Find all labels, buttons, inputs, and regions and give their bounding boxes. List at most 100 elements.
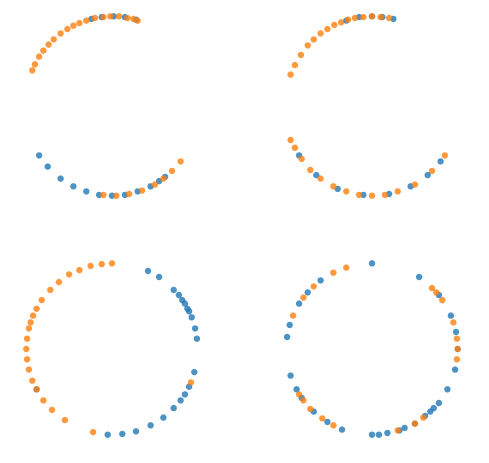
scatter-point-orange [355, 191, 363, 199]
scatter-point-orange [295, 391, 303, 398]
scatter-point-blue [444, 386, 451, 393]
scatter-point-blue [160, 414, 167, 421]
scatter-point-orange [453, 356, 461, 363]
scatter-point-orange [57, 30, 64, 37]
scatter-point-orange [23, 345, 30, 353]
scatter-point-blue [368, 260, 376, 267]
scatter-point-orange [40, 397, 47, 404]
scatter-panel-middle-left [35, 152, 184, 199]
scatter-point-blue [185, 308, 193, 315]
scatter-point-orange [319, 415, 326, 422]
scatter-point-orange [433, 289, 440, 296]
scatter-point-orange [317, 30, 324, 37]
scatter-point-orange [83, 17, 90, 24]
scatter-point-orange [108, 260, 116, 267]
scatter-point-blue [283, 333, 291, 341]
scatter-point-orange [45, 41, 52, 48]
scatter-point-orange [124, 14, 131, 22]
scatter-point-blue [415, 273, 423, 281]
scatter-point-orange [107, 13, 114, 20]
scatter-point-blue [430, 404, 437, 412]
scatter-point-orange [441, 152, 449, 159]
scatter-point-blue [83, 188, 90, 195]
scatter-point-blue [104, 431, 111, 438]
scatter-point-orange [70, 22, 77, 29]
scatter-point-orange [330, 422, 337, 429]
scatter-point-blue [181, 300, 189, 307]
scatter-point-orange [307, 405, 314, 413]
scatter-point-blue [451, 366, 459, 373]
scatter-point-orange [91, 14, 99, 22]
scatter-panel-bottom-right [283, 260, 461, 438]
scatter-point-blue [324, 418, 331, 426]
scatter-point-blue [401, 424, 408, 432]
scatter-panel-bottom-left [23, 260, 201, 438]
scatter-point-blue [375, 431, 383, 438]
scatter-point-orange [377, 13, 384, 21]
scatter-point-orange [23, 356, 31, 363]
scatter-point-orange [394, 427, 401, 434]
scatter-point-orange [304, 42, 311, 49]
scatter-point-blue [191, 325, 199, 332]
scatter-point-orange [324, 25, 331, 33]
scatter-point-orange [65, 271, 73, 278]
scatter-point-orange [76, 266, 83, 274]
scatter-point-orange [33, 305, 40, 312]
scatter-point-orange [381, 191, 389, 199]
scatter-panel-middle-right [287, 136, 449, 199]
scatter-point-blue [435, 399, 443, 407]
scatter-point-orange [411, 420, 419, 427]
scatter-point-orange [368, 192, 376, 199]
scatter-point-blue [384, 429, 391, 437]
scatter-point-orange [98, 260, 105, 268]
scatter-point-orange [420, 414, 427, 421]
scatter-point-orange [307, 166, 314, 174]
scatter-point-orange [50, 36, 57, 43]
scatter-point-blue [155, 273, 163, 281]
scatter-point-blue [424, 171, 431, 179]
scatter-point-blue [132, 428, 140, 435]
scatter-point-orange [317, 175, 324, 182]
scatter-point-orange [177, 158, 184, 165]
scatter-point-orange [27, 319, 34, 326]
scatter-point-orange [125, 190, 133, 198]
scatter-point-orange [291, 144, 299, 151]
scatter-point-orange [453, 335, 461, 342]
scatter-point-orange [160, 175, 167, 182]
scatter-point-orange [450, 319, 457, 326]
scatter-point-orange [454, 345, 461, 353]
scatter-point-orange [100, 191, 107, 199]
scatter-point-orange [47, 286, 54, 294]
scatter-point-orange [291, 61, 299, 69]
scatter-point-orange [23, 335, 31, 342]
scatter-point-orange [115, 13, 123, 20]
scatter-point-blue [304, 289, 311, 296]
scatter-point-orange [300, 397, 307, 404]
scatter-point-orange [439, 296, 446, 304]
scatter-point-orange [298, 155, 305, 163]
scatter-point-orange [33, 386, 40, 393]
scatter-point-orange [337, 19, 345, 26]
scatter-point-orange [89, 428, 97, 436]
scatter-point-orange [368, 13, 376, 20]
scatter-point-blue [437, 158, 444, 165]
scatter-point-orange [25, 366, 33, 373]
scatter-point-orange [35, 53, 43, 60]
scatter-point-blue [368, 431, 376, 438]
scatter-point-blue [188, 314, 195, 321]
scatter-panel-top-right [287, 13, 397, 78]
scatter-point-orange [287, 136, 294, 144]
scatter-point-orange [40, 47, 47, 54]
scatter-point-blue [35, 152, 43, 159]
scatter-point-orange [64, 25, 71, 33]
scatter-point-blue [177, 397, 184, 404]
scatter-point-orange [168, 167, 176, 175]
scatter-point-orange [29, 67, 36, 74]
scatter-point-orange [344, 16, 352, 23]
scatter-point-orange [61, 416, 69, 424]
scatter-point-blue [338, 426, 346, 433]
scatter-point-blue [119, 430, 126, 438]
scatter-point-blue [452, 328, 460, 336]
scatter-point-orange [310, 36, 317, 43]
